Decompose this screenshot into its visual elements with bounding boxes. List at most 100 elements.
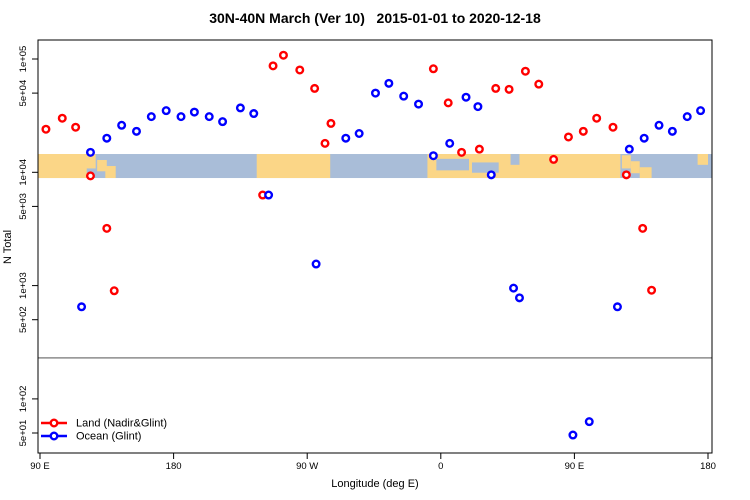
- data-point-ocean: [354, 129, 364, 139]
- map-band-sea: [471, 162, 499, 173]
- data-point-ocean: [639, 133, 649, 143]
- data-point-ocean: [218, 117, 228, 127]
- legend-label: Land (Nadir&Glint): [76, 418, 167, 430]
- data-point-ocean: [370, 88, 380, 98]
- x-tick-label: 90 W: [296, 461, 318, 472]
- data-point-land: [592, 113, 602, 123]
- y-tick-label: 1e+03: [18, 272, 29, 299]
- map-band-land: [37, 154, 87, 179]
- y-tick-label: 5e+04: [18, 80, 29, 107]
- data-point-land: [520, 66, 530, 76]
- data-point-ocean: [189, 107, 199, 117]
- data-point-land: [278, 50, 288, 60]
- data-point-land: [491, 83, 501, 93]
- data-point-land: [534, 79, 544, 89]
- data-point-ocean: [235, 103, 245, 113]
- data-point-ocean: [428, 151, 438, 161]
- map-band-island: [621, 155, 631, 169]
- legend-marker: [49, 418, 59, 428]
- map-band-land: [256, 154, 331, 179]
- data-point-land: [295, 65, 305, 75]
- data-point-land: [268, 61, 278, 71]
- data-point-land: [608, 122, 618, 132]
- map-band-island: [105, 166, 116, 179]
- data-point-land: [326, 118, 336, 128]
- legend-label: Ocean (Glint): [76, 431, 141, 443]
- map-band-island: [697, 154, 708, 165]
- data-point-land: [647, 285, 657, 295]
- data-point-land: [474, 144, 484, 154]
- data-point-land: [109, 286, 119, 296]
- data-point-ocean: [131, 126, 141, 136]
- data-point-ocean: [568, 430, 578, 440]
- data-point-ocean: [161, 106, 171, 116]
- y-tick-label: 5e+02: [18, 306, 29, 333]
- chart-title: 30N-40N March (Ver 10) 2015-01-01 to 202…: [209, 10, 541, 26]
- map-band-sea: [436, 158, 470, 171]
- data-point-ocean: [264, 190, 274, 200]
- data-point-land: [57, 113, 67, 123]
- data-point-ocean: [445, 138, 455, 148]
- x-tick-label: 180: [166, 461, 182, 472]
- data-point-ocean: [667, 126, 677, 136]
- data-point-ocean: [654, 120, 664, 130]
- data-point-land: [638, 223, 648, 233]
- data-point-land: [102, 223, 112, 233]
- data-point-ocean: [486, 170, 496, 180]
- plot-area: [38, 40, 712, 453]
- data-point-land: [549, 154, 559, 164]
- data-point-ocean: [696, 106, 706, 116]
- legend-marker: [49, 431, 59, 441]
- data-point-land: [457, 147, 467, 157]
- y-tick-label: 5e+01: [18, 420, 29, 447]
- map-band-island: [84, 154, 96, 169]
- data-point-ocean: [384, 78, 394, 88]
- x-tick-label: 90 E: [565, 461, 585, 472]
- data-point-land: [578, 126, 588, 136]
- data-point-ocean: [461, 92, 471, 102]
- map-band-island: [630, 161, 640, 174]
- x-tick-label: 180: [700, 461, 716, 472]
- y-tick-label: 1e+02: [18, 386, 29, 413]
- y-tick-label: 1e+05: [18, 46, 29, 73]
- data-point-ocean: [176, 112, 186, 122]
- data-point-ocean: [146, 112, 156, 122]
- data-point-ocean: [204, 112, 214, 122]
- y-axis-title: N Total: [2, 230, 14, 264]
- data-point-land: [504, 84, 514, 94]
- data-point-ocean: [473, 102, 483, 112]
- x-axis-title: Longitude (deg E): [331, 478, 418, 490]
- data-point-land: [320, 138, 330, 148]
- data-point-land: [428, 64, 438, 74]
- data-point-ocean: [399, 91, 409, 101]
- data-point-land: [71, 122, 81, 132]
- data-point-land: [443, 98, 453, 108]
- data-point-ocean: [311, 259, 321, 269]
- data-point-ocean: [414, 99, 424, 109]
- data-point-ocean: [612, 302, 622, 312]
- map-band-island: [97, 160, 107, 172]
- y-tick-label: 1e+04: [18, 159, 29, 186]
- map-band-sea: [510, 154, 520, 165]
- data-point-ocean: [85, 147, 95, 157]
- map-band-island: [639, 167, 652, 179]
- data-point-ocean: [584, 417, 594, 427]
- data-point-land: [310, 83, 320, 93]
- data-point-ocean: [341, 133, 351, 143]
- data-point-ocean: [102, 133, 112, 143]
- data-point-land: [85, 171, 95, 181]
- data-point-ocean: [249, 109, 259, 119]
- data-point-land: [41, 124, 51, 134]
- data-point-ocean: [77, 302, 87, 312]
- x-tick-label: 0: [438, 461, 443, 472]
- data-point-land: [621, 170, 631, 180]
- data-point-ocean: [514, 293, 524, 303]
- data-point-land: [563, 132, 573, 142]
- y-tick-label: 5e+03: [18, 193, 29, 220]
- x-tick-label: 90 E: [30, 461, 50, 472]
- data-point-ocean: [509, 283, 519, 293]
- data-point-ocean: [624, 144, 634, 154]
- plot-border: [37, 39, 713, 454]
